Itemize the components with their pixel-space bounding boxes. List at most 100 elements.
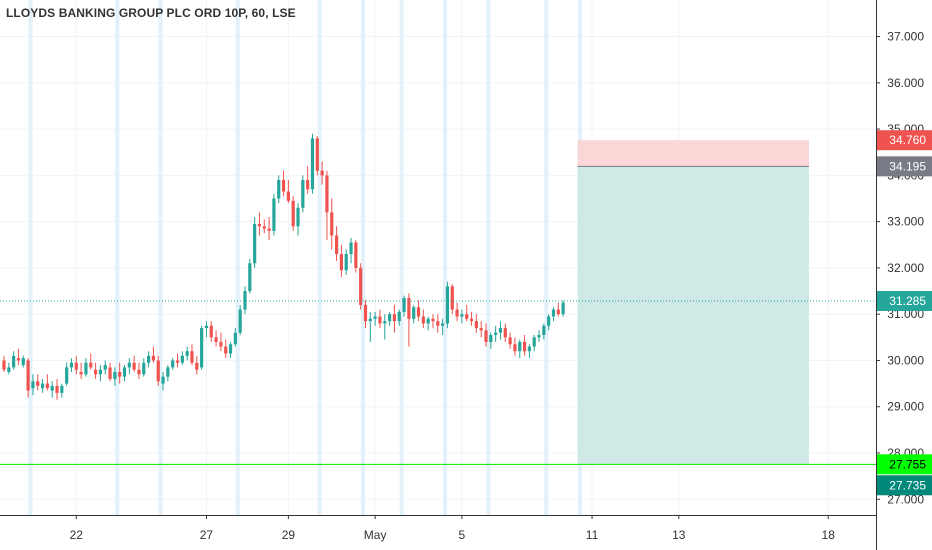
candle-body [267, 228, 271, 231]
price-badge-bg [877, 290, 932, 311]
price-badge-bg [877, 475, 932, 496]
candle [175, 353, 180, 368]
candle-body [132, 362, 136, 370]
candle [334, 226, 339, 261]
candle-body [392, 314, 397, 322]
candle-body [147, 355, 151, 363]
candle [262, 219, 266, 234]
candle-body [469, 318, 474, 322]
candle-body [12, 355, 16, 368]
candle [527, 344, 531, 359]
candle [498, 321, 503, 340]
chart-title: LLOYDS BANKING GROUP PLC ORD 10P, 60, LS… [6, 6, 296, 20]
candle [45, 374, 49, 391]
candle [344, 249, 348, 275]
candle [465, 304, 469, 322]
price-badge-label: 34.195 [889, 159, 926, 173]
candle-body [45, 383, 49, 389]
candle [171, 358, 175, 370]
candle-body [103, 365, 107, 370]
candle-body [166, 367, 170, 377]
candle [368, 311, 372, 342]
candle-body [40, 383, 45, 389]
candle [65, 362, 69, 386]
candle-body [151, 355, 156, 361]
candle-body [330, 212, 334, 236]
candle [272, 193, 276, 236]
candle-body [84, 362, 88, 375]
candle [532, 335, 536, 352]
candle [373, 311, 377, 326]
candle [416, 300, 421, 322]
stop-loss-zone [577, 140, 809, 167]
candle [383, 314, 387, 340]
candle [122, 365, 127, 382]
candle [224, 339, 228, 359]
candle-body [79, 372, 83, 375]
candle [455, 302, 459, 322]
candle [436, 314, 440, 333]
candle [55, 378, 59, 400]
candle [228, 341, 233, 359]
candle-body [93, 369, 98, 375]
candle-body [31, 381, 35, 389]
candle [209, 321, 213, 342]
candle [190, 344, 194, 366]
candle [118, 362, 122, 384]
candle-body [296, 207, 300, 227]
y-tick-label: 30.000 [887, 353, 924, 367]
candle-body [378, 316, 382, 324]
candle-body [441, 323, 445, 326]
session-separator [158, 0, 163, 515]
candle-body [537, 335, 541, 338]
price-badge: 34.760 [877, 130, 932, 151]
candle-body [561, 302, 565, 315]
candle [243, 286, 247, 315]
candle-body [532, 337, 536, 347]
candle [518, 339, 522, 359]
candle-body [431, 318, 435, 322]
candle [522, 335, 527, 356]
candle [108, 362, 112, 382]
price-badge: 27.735 [877, 475, 932, 496]
candle-body [98, 369, 102, 375]
candle-body [494, 332, 498, 336]
candle [219, 332, 223, 352]
x-tick-label: 13 [672, 528, 686, 542]
candle-body [421, 316, 425, 324]
candle-body [291, 200, 295, 227]
candle [74, 355, 78, 375]
price-badge-label: 27.735 [889, 478, 926, 492]
candle-body [460, 314, 464, 317]
candle-body [465, 314, 469, 319]
candle-body [224, 346, 228, 354]
candle [267, 217, 271, 241]
candle [26, 358, 30, 398]
candle [306, 166, 310, 194]
candle-body [89, 362, 93, 368]
candle [98, 365, 102, 382]
candle [479, 321, 483, 338]
candle [12, 351, 16, 370]
candle [474, 314, 478, 333]
candle [21, 355, 25, 368]
candle-body [325, 175, 329, 213]
candle [40, 378, 45, 393]
candle-body [412, 307, 416, 319]
candle [7, 362, 11, 375]
candle-body [238, 309, 242, 333]
candle [204, 321, 209, 338]
candle [547, 314, 551, 331]
candle-body [363, 304, 368, 322]
candle [147, 351, 151, 368]
candle [402, 295, 406, 317]
candle [407, 293, 411, 347]
session-separator [486, 0, 491, 515]
x-tick-label: 18 [822, 528, 836, 542]
time-axis: 22 27 29 May 5 11 13 18 [0, 515, 876, 550]
price-badge: 34.195 [877, 156, 932, 177]
y-tick-label: 33.000 [887, 215, 924, 229]
candle-body [185, 351, 189, 356]
candle [16, 348, 21, 366]
